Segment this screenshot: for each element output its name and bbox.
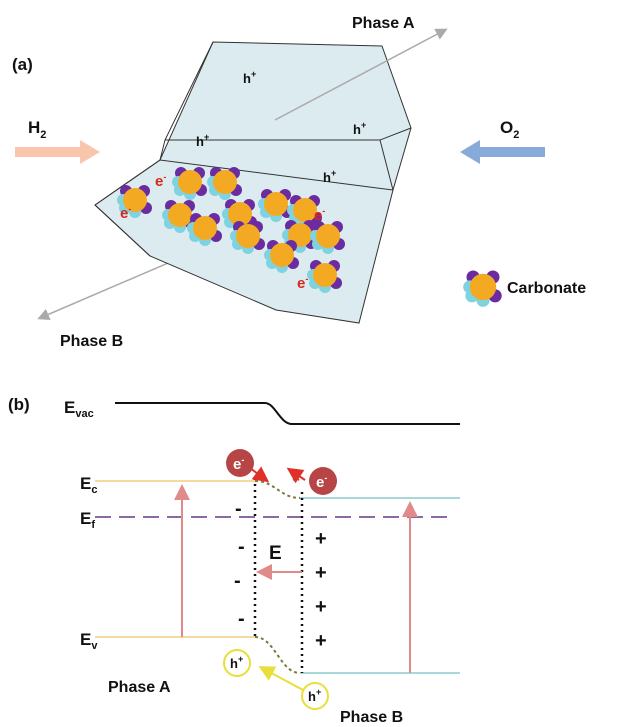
atom [270, 243, 294, 267]
text-part: v [91, 640, 98, 652]
atom [213, 170, 237, 194]
text-part: c [91, 484, 97, 496]
level-label: Ec [80, 474, 97, 496]
arrow-head [80, 140, 100, 164]
gas-label: O2 [500, 118, 519, 141]
text-part: O [500, 118, 513, 137]
text-part: h [323, 170, 331, 185]
vacuum-level [115, 403, 460, 424]
panel-label: (a) [12, 55, 33, 74]
atom [316, 224, 340, 248]
text-part: 2 [40, 129, 46, 141]
text-part: - [324, 473, 327, 483]
text-part: h [243, 71, 251, 86]
text-part: e [316, 474, 324, 491]
atom [178, 170, 202, 194]
text-part: + [331, 168, 336, 178]
charge: + [315, 630, 327, 652]
legend-icon [463, 271, 502, 307]
charge: + [315, 528, 327, 550]
text-part: h [196, 134, 204, 149]
text-part: E [64, 398, 75, 417]
text-part: vac [75, 408, 93, 420]
charge: - [234, 570, 241, 592]
atom [168, 203, 192, 227]
text-part: - [128, 204, 131, 214]
phase-label: Phase A [108, 679, 171, 696]
text-part: - [305, 274, 308, 284]
text-part: e [155, 173, 163, 190]
text-part: + [238, 654, 243, 664]
field-label: E [269, 543, 282, 564]
panel-label: (b) [8, 395, 30, 414]
charge: - [238, 536, 245, 558]
text-part: h [230, 656, 238, 671]
phase-label: Phase A [352, 15, 415, 32]
text-part: E [80, 630, 91, 649]
charge: + [315, 562, 327, 584]
atom [264, 192, 288, 216]
figure: (a) Phase A Phase B H2 O2 h+ h+ h+ h+ e-… [0, 0, 624, 727]
phase-label: Phase B [60, 333, 123, 350]
text-part: - [241, 455, 244, 465]
level-label: Evac [64, 398, 94, 420]
text-part: + [316, 687, 321, 697]
text-part: h [308, 689, 316, 704]
text-part: H [28, 118, 40, 137]
text-part: e [297, 275, 305, 292]
text-part: 2 [513, 129, 519, 141]
legend-label: Carbonate [507, 280, 586, 297]
text-part: e [233, 456, 241, 473]
text-part: E [80, 474, 91, 493]
atom [236, 224, 260, 248]
atom [313, 263, 337, 287]
phase-label: Phase B [340, 709, 403, 726]
band-bend [255, 637, 300, 673]
text-part: - [322, 206, 325, 216]
level-label: Ev [80, 630, 98, 652]
gas-label: H2 [28, 118, 46, 141]
text-part: e [314, 207, 322, 224]
charge: - [238, 608, 245, 630]
text-part: h [353, 122, 361, 137]
level-label: Ef [80, 509, 95, 531]
crystal [95, 42, 411, 323]
atom [193, 216, 217, 240]
text-part: + [251, 69, 256, 79]
text-part: + [204, 132, 209, 142]
charge: + [315, 596, 327, 618]
text-part: e [120, 205, 128, 222]
blocked: × [292, 469, 300, 485]
arrow-head [460, 140, 480, 164]
atom [470, 274, 496, 300]
text-part: + [361, 120, 366, 130]
charge: - [235, 498, 242, 520]
transfer-arrow [250, 468, 266, 480]
transfer-arrow [262, 668, 303, 690]
text-part: f [91, 519, 95, 531]
text-part: - [163, 172, 166, 182]
text-part: E [80, 509, 91, 528]
